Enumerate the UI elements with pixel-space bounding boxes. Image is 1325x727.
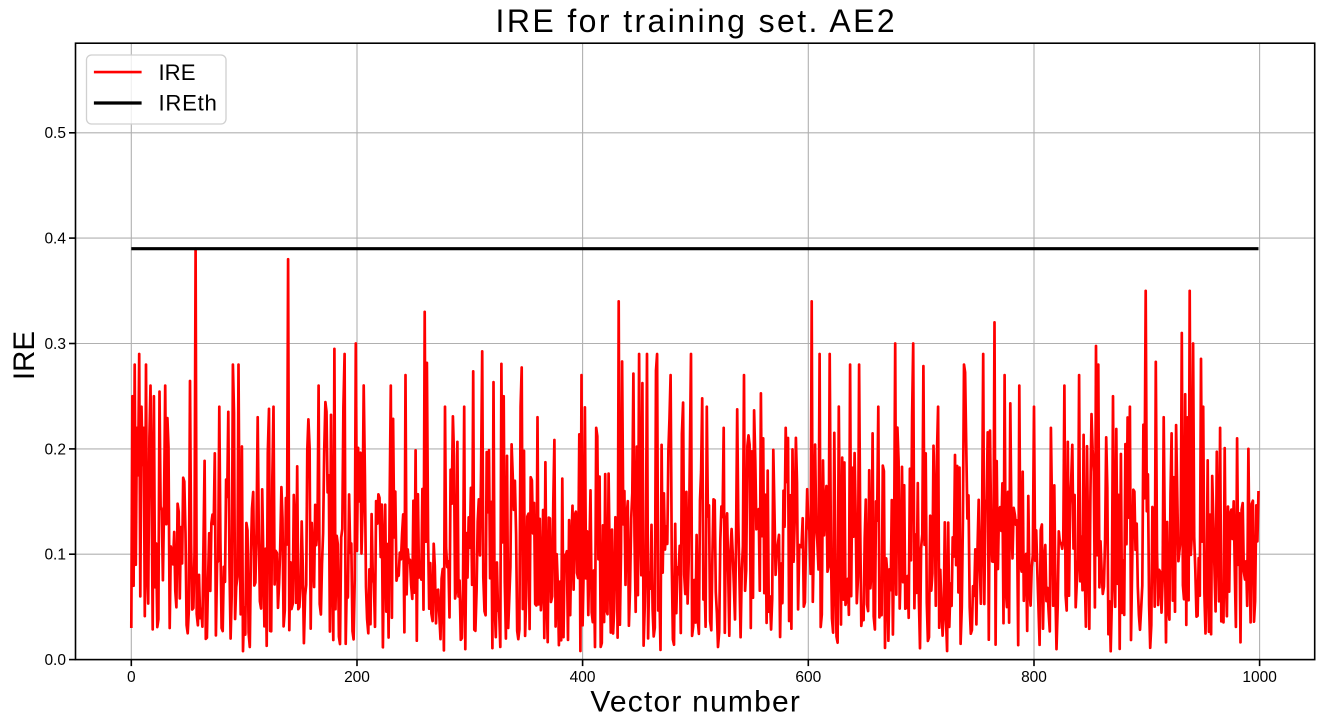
svg-text:200: 200 bbox=[344, 669, 370, 686]
svg-text:1000: 1000 bbox=[1242, 669, 1277, 686]
svg-text:IRE: IRE bbox=[159, 60, 196, 85]
svg-text:0.5: 0.5 bbox=[44, 125, 66, 142]
svg-text:0: 0 bbox=[127, 669, 136, 686]
svg-text:800: 800 bbox=[1021, 669, 1047, 686]
svg-text:Vector number: Vector number bbox=[590, 686, 801, 719]
svg-text:IRE: IRE bbox=[8, 331, 41, 380]
svg-text:0.4: 0.4 bbox=[44, 231, 66, 248]
svg-text:0.1: 0.1 bbox=[44, 547, 66, 564]
svg-text:600: 600 bbox=[795, 669, 821, 686]
svg-text:400: 400 bbox=[570, 669, 596, 686]
svg-text:0.0: 0.0 bbox=[44, 652, 66, 669]
svg-text:0.2: 0.2 bbox=[44, 441, 66, 458]
svg-text:IRE for training set. AE2: IRE for training set. AE2 bbox=[496, 3, 898, 39]
svg-text:IREth: IREth bbox=[159, 91, 218, 116]
svg-text:0.3: 0.3 bbox=[44, 336, 66, 353]
